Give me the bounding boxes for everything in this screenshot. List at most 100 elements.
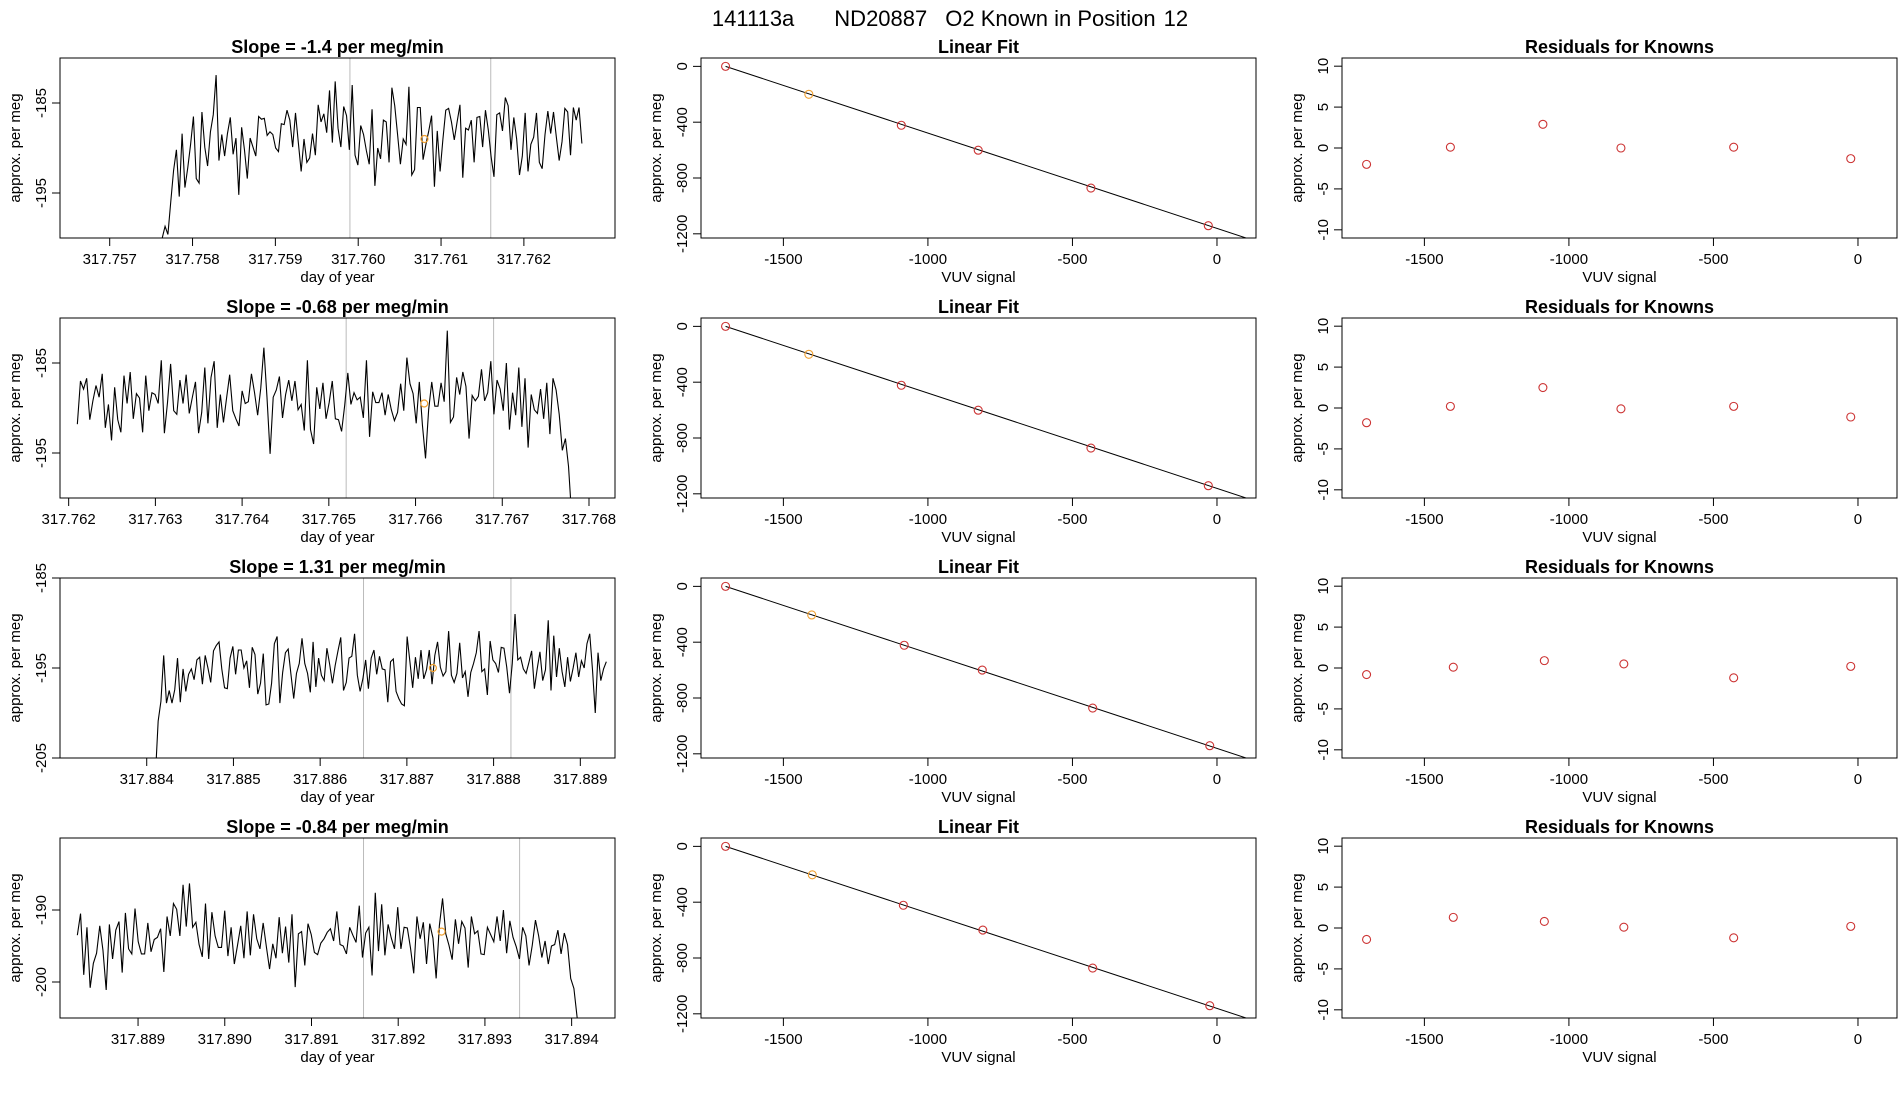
fit-point: [898, 900, 908, 910]
y-tick-label: -10: [1315, 219, 1332, 241]
fit-point: [1203, 481, 1213, 491]
y-tick-label: 10: [1315, 838, 1332, 855]
plot-area: [1362, 119, 1856, 169]
y-axis-label: approx. per meg: [648, 353, 665, 462]
fit-point: [1088, 963, 1098, 973]
x-tick-label: -1000: [1550, 251, 1588, 268]
x-tick-label: -500: [1057, 251, 1087, 268]
panel-timeseries-row-3: Slope = -0.84 per meg/min 317.889 317.890 3…: [7, 817, 616, 1066]
fit-point: [1086, 443, 1096, 453]
residual-point: [1362, 934, 1372, 945]
y-tick-label: 10: [1315, 58, 1332, 75]
x-axis-label: VUV signal: [941, 529, 1015, 546]
time-series-line: [76, 883, 578, 1018]
y-tick-label: -5: [1315, 442, 1332, 455]
x-tick-label: -1500: [764, 511, 802, 528]
fit-point: [721, 321, 731, 331]
x-tick-label: -1000: [909, 251, 947, 268]
residual-point: [1729, 142, 1739, 152]
residual-point: [1448, 662, 1458, 672]
y-axis-label: approx. per meg: [648, 613, 665, 722]
x-tick-label: 317.761: [414, 251, 468, 268]
panel-title: Slope = -1.4 per meg/min: [231, 37, 444, 57]
y-tick-label: 5: [1315, 883, 1332, 891]
residual-point: [1445, 401, 1455, 411]
y-tick-label: 0: [1315, 404, 1332, 412]
x-tick-label: 317.890: [198, 1031, 252, 1048]
y-tick-label: -1200: [674, 995, 691, 1033]
x-axis-label: VUV signal: [941, 269, 1015, 286]
panel-fit-row-1: Linear Fit -1500 -1000 -500 0 0 -400 -800 -1200 V…: [648, 297, 1257, 546]
plot-frame: [700, 837, 1257, 1019]
x-tick-label: 0: [1213, 251, 1221, 268]
x-tick-label: 317.766: [388, 511, 442, 528]
fit-point: [804, 89, 814, 99]
y-axis-label: approx. per meg: [1289, 873, 1306, 982]
residual-point: [1362, 159, 1372, 169]
y-tick-label: -10: [1315, 739, 1332, 761]
y-tick-label: -5: [1315, 182, 1332, 195]
x-axis-label: day of year: [300, 789, 374, 806]
panel-fit-row-0: Linear Fit -1500 -1000 -500 0 0 -400 -800 -1200 V…: [648, 37, 1257, 286]
plot-frame: [59, 57, 616, 239]
y-tick-label: 5: [1315, 103, 1332, 111]
y-tick-label: -400: [674, 367, 691, 397]
x-tick-label: 317.885: [206, 771, 260, 788]
y-tick-label: 0: [1315, 144, 1332, 152]
x-axis-label: VUV signal: [941, 1049, 1015, 1066]
x-tick-label: 317.762: [497, 251, 551, 268]
y-tick-label: -800: [674, 423, 691, 453]
y-tick-label: -400: [674, 627, 691, 657]
plot-area: [1362, 656, 1856, 683]
fit-point: [1205, 1001, 1215, 1011]
x-tick-label: 317.884: [120, 771, 174, 788]
plot-frame: [59, 837, 616, 1019]
y-axis-label: approx. per meg: [7, 613, 24, 722]
run-id: 141113a: [712, 6, 795, 31]
y-tick-label: -185: [33, 88, 50, 118]
fit-point: [1086, 183, 1096, 193]
panel-title: Slope = 1.31 per meg/min: [229, 557, 446, 577]
panel-title: Linear Fit: [938, 557, 1019, 577]
plot-area: [721, 61, 1248, 238]
panel-residuals-row-2: Residuals for Knowns -1500 -1000 -500 0 10 5 0 -…: [1289, 557, 1898, 806]
plot-area: [76, 318, 572, 498]
x-tick-label: 0: [1854, 771, 1862, 788]
fit-point: [899, 640, 909, 650]
x-tick-label: 317.765: [302, 511, 356, 528]
plot-frame: [59, 577, 616, 759]
y-tick-label: 5: [1315, 363, 1332, 371]
residual-point: [1616, 404, 1626, 414]
residual-point: [1448, 912, 1458, 922]
x-tick-label: 317.886: [293, 771, 347, 788]
y-tick-label: -10: [1315, 999, 1332, 1021]
x-axis-label: day of year: [300, 529, 374, 546]
panel-residuals-row-1: Residuals for Knowns -1500 -1000 -500 0 10 5 0 -…: [1289, 297, 1898, 546]
y-tick-label: 0: [1315, 924, 1332, 932]
fit-point: [1088, 703, 1098, 713]
y-tick-label: -185: [33, 348, 50, 378]
fit-line: [725, 325, 1248, 498]
x-tick-label: 317.893: [458, 1031, 512, 1048]
y-axis-label: approx. per meg: [1289, 613, 1306, 722]
plot-area: [721, 321, 1248, 498]
fit-point: [804, 349, 814, 359]
y-axis-label: approx. per meg: [1289, 93, 1306, 202]
x-tick-label: 317.757: [83, 251, 137, 268]
time-series-line: [155, 613, 607, 758]
y-tick-label: -800: [674, 943, 691, 973]
highlight-point: [437, 927, 446, 936]
x-axis-label: VUV signal: [1582, 269, 1656, 286]
x-tick-label: -1500: [1405, 251, 1443, 268]
plot-frame: [700, 577, 1257, 759]
x-tick-label: -1500: [764, 771, 802, 788]
y-tick-label: -1200: [674, 475, 691, 513]
known-description: O2 Known in Position: [945, 6, 1155, 31]
x-tick-label: 317.760: [331, 251, 385, 268]
residual-point: [1539, 916, 1549, 927]
y-axis-label: approx. per meg: [1289, 353, 1306, 462]
y-tick-label: 0: [674, 842, 691, 850]
y-tick-label: -5: [1315, 962, 1332, 975]
y-tick-label: -185: [33, 563, 50, 593]
y-tick-label: 0: [674, 322, 691, 330]
